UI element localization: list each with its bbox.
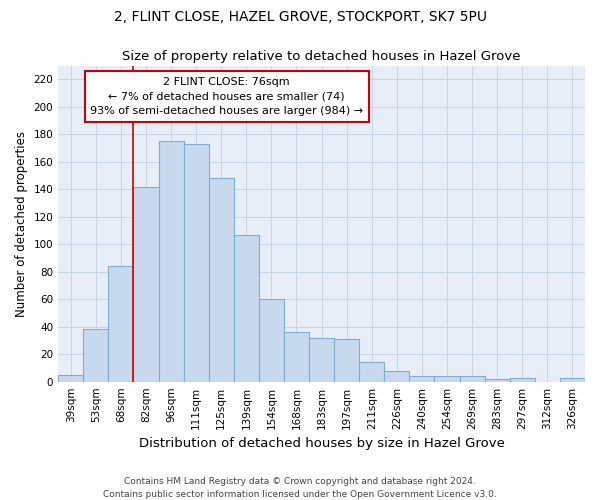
- Bar: [58, 375, 83, 382]
- Bar: [409, 376, 434, 382]
- Y-axis label: Number of detached properties: Number of detached properties: [15, 130, 28, 316]
- Bar: [309, 338, 334, 382]
- Bar: [158, 141, 184, 382]
- X-axis label: Distribution of detached houses by size in Hazel Grove: Distribution of detached houses by size …: [139, 437, 505, 450]
- Bar: [510, 378, 535, 382]
- Text: 2 FLINT CLOSE: 76sqm
← 7% of detached houses are smaller (74)
93% of semi-detach: 2 FLINT CLOSE: 76sqm ← 7% of detached ho…: [90, 76, 364, 116]
- Bar: [284, 332, 309, 382]
- Bar: [184, 144, 209, 382]
- Bar: [334, 339, 359, 382]
- Bar: [560, 378, 585, 382]
- Bar: [485, 379, 510, 382]
- Title: Size of property relative to detached houses in Hazel Grove: Size of property relative to detached ho…: [122, 50, 521, 63]
- Text: 2, FLINT CLOSE, HAZEL GROVE, STOCKPORT, SK7 5PU: 2, FLINT CLOSE, HAZEL GROVE, STOCKPORT, …: [113, 10, 487, 24]
- Bar: [259, 299, 284, 382]
- Bar: [359, 362, 385, 382]
- Bar: [385, 370, 409, 382]
- Bar: [83, 330, 109, 382]
- Bar: [460, 376, 485, 382]
- Text: Contains HM Land Registry data © Crown copyright and database right 2024.
Contai: Contains HM Land Registry data © Crown c…: [103, 478, 497, 499]
- Bar: [133, 186, 158, 382]
- Bar: [234, 234, 259, 382]
- Bar: [209, 178, 234, 382]
- Bar: [109, 266, 133, 382]
- Bar: [434, 376, 460, 382]
